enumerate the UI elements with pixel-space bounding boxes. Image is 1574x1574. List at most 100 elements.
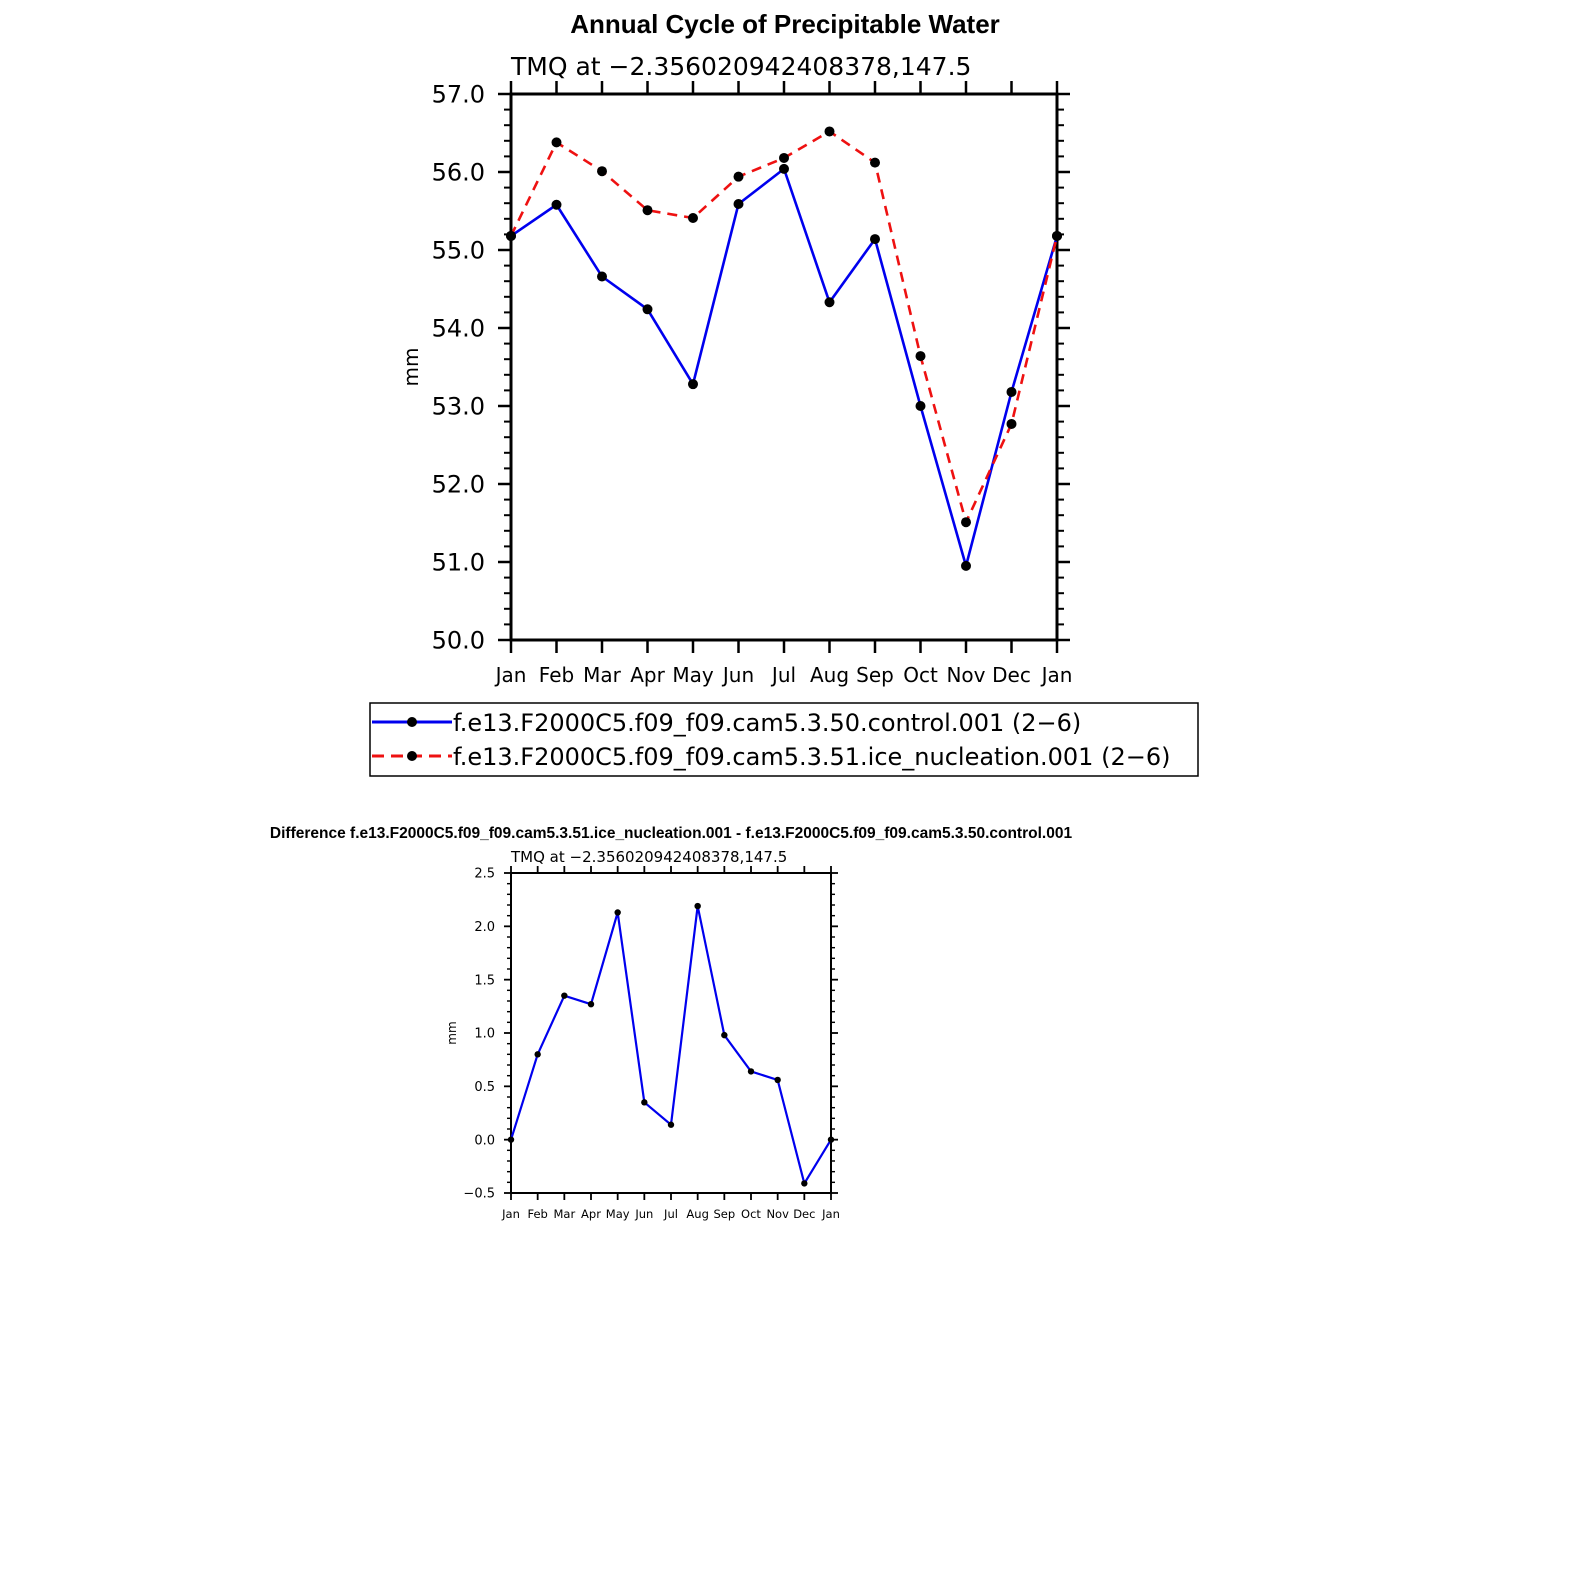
x-tick-label: May <box>606 1207 630 1221</box>
bottom-chart: Difference f.e13.F2000C5.f09_f09.cam5.3.… <box>270 825 1073 1221</box>
top-chart-title: Annual Cycle of Precipitable Water <box>570 9 1000 39</box>
series-1-point <box>721 1031 728 1039</box>
top-chart-series <box>506 126 1062 571</box>
series-2-point <box>915 351 926 362</box>
x-tick-label: Oct <box>741 1207 761 1221</box>
series-1-point <box>733 198 744 209</box>
bottom-chart-plot-frame <box>510 872 832 1194</box>
y-tick-label: 56.0 <box>432 159 485 187</box>
series-1-point <box>667 1121 675 1128</box>
y-tick-label: 52.0 <box>432 471 485 499</box>
series-1-point <box>1006 386 1017 397</box>
bottom-chart-ticks <box>504 866 838 1200</box>
series-1-point <box>641 1099 648 1106</box>
series-1-point <box>961 560 971 571</box>
y-tick-label: 54.0 <box>432 315 485 343</box>
x-tick-label: Feb <box>539 663 574 687</box>
y-tick-label: 50.0 <box>432 627 485 655</box>
series-1-point <box>774 1076 781 1084</box>
bottom-chart-y-tick-labels: −0.5 0.0 0.5 1.0 1.5 2.0 2.5 <box>463 867 495 1202</box>
series-2-point <box>597 166 607 177</box>
y-tick-label: 1.5 <box>474 973 495 988</box>
series-2-point <box>551 137 562 148</box>
bottom-chart-title: Difference f.e13.F2000C5.f09_f09.cam5.3.… <box>270 825 1073 842</box>
y-tick-label: 2.5 <box>474 867 495 882</box>
y-tick-label: −0.5 <box>463 1187 495 1202</box>
series-2-point <box>779 152 789 163</box>
top-chart-y-axis-label: mm <box>399 348 423 387</box>
x-tick-label: Sep <box>856 663 894 687</box>
x-tick-label: Nov <box>946 663 985 687</box>
series-1-point <box>870 234 880 245</box>
bottom-chart-y-axis-label: mm <box>445 1021 459 1044</box>
series-2-point <box>688 213 698 224</box>
x-tick-label: Jan <box>1040 663 1073 687</box>
bottom-chart-series <box>507 902 835 1187</box>
series-1-point <box>915 401 926 411</box>
y-tick-label: 51.0 <box>432 549 485 577</box>
series-line-1 <box>509 905 832 1187</box>
series-1-point <box>779 163 789 174</box>
series-2-point <box>1006 418 1017 429</box>
x-tick-label: Dec <box>793 1207 815 1221</box>
series-2-point <box>1052 230 1062 241</box>
x-tick-label: Aug <box>686 1207 708 1221</box>
y-tick-label: 2.0 <box>474 920 495 935</box>
series-1-point <box>747 1068 755 1075</box>
x-tick-label: Mar <box>583 663 622 687</box>
legend-box <box>369 702 1199 777</box>
x-tick-label: Feb <box>527 1207 547 1221</box>
top-chart-plot-frame <box>509 92 1059 642</box>
top-chart-y-tick-labels: 50.0 51.0 52.0 53.0 54.0 55.0 56.0 57.0 <box>432 81 485 655</box>
x-tick-label: Jun <box>634 1207 653 1221</box>
y-tick-label: 1.0 <box>474 1027 495 1042</box>
legend-marker-control <box>407 717 417 727</box>
x-tick-label: May <box>672 663 714 687</box>
series-1-point <box>534 1051 541 1058</box>
y-tick-label: 57.0 <box>432 81 485 109</box>
series-1-point <box>688 379 698 390</box>
top-chart: Annual Cycle of Precipitable Water TMQ a… <box>399 9 1072 687</box>
series-2-point <box>642 205 653 216</box>
x-tick-label: Jan <box>501 1207 520 1221</box>
x-tick-label: Jan <box>821 1207 840 1221</box>
series-2-point <box>870 157 880 168</box>
top-chart-legend: f.e13.F2000C5.f09_f09.cam5.3.50.control.… <box>369 702 1199 777</box>
top-chart-x-tick-labels: Jan Feb Mar Apr May Jun Jul Aug Sep Oct Nov Dec Jan <box>494 663 1073 687</box>
series-1-point <box>551 199 562 210</box>
x-tick-label: Jul <box>663 1207 678 1221</box>
bottom-chart-subtitle: TMQ at −2.356020942408378,147.5 <box>510 848 787 866</box>
x-tick-label: Sep <box>713 1207 735 1221</box>
x-tick-label: Aug <box>810 663 849 687</box>
x-tick-label: Jul <box>770 663 796 687</box>
series-1-point <box>507 1136 515 1143</box>
series-1-point <box>694 902 701 910</box>
y-tick-label: 55.0 <box>432 237 485 265</box>
series-1-point <box>561 992 568 999</box>
series-1-point <box>614 909 621 916</box>
x-tick-label: Apr <box>581 1207 601 1221</box>
series-2-point <box>961 517 971 528</box>
top-chart-subtitle: TMQ at −2.356020942408378,147.5 <box>510 52 971 81</box>
series-1-point <box>642 304 653 315</box>
x-tick-label: Dec <box>992 663 1031 687</box>
x-tick-label: Apr <box>630 663 665 687</box>
series-1-point <box>801 1180 808 1187</box>
legend-marker-ice-nucleation <box>407 751 417 761</box>
x-tick-label: Mar <box>553 1207 575 1221</box>
series-2-point <box>733 171 744 182</box>
series-1-point <box>824 297 835 308</box>
bottom-chart-x-tick-labels: Jan Feb Mar Apr May Jun Jul Aug Sep Oct Nov Dec Jan <box>501 1207 840 1221</box>
top-chart-ticks <box>498 81 1070 653</box>
series-line-1 <box>510 166 1059 571</box>
y-tick-label: 0.5 <box>474 1080 495 1095</box>
legend-label-control: f.e13.F2000C5.f09_f09.cam5.3.50.control.… <box>453 709 1081 737</box>
series-1-point <box>587 1001 595 1008</box>
x-tick-label: Jan <box>494 663 527 687</box>
y-tick-label: 53.0 <box>432 393 485 421</box>
series-1-point <box>827 1136 835 1143</box>
series-2-point <box>506 230 516 241</box>
y-tick-label: 0.0 <box>474 1133 495 1148</box>
series-1-point <box>597 271 607 282</box>
